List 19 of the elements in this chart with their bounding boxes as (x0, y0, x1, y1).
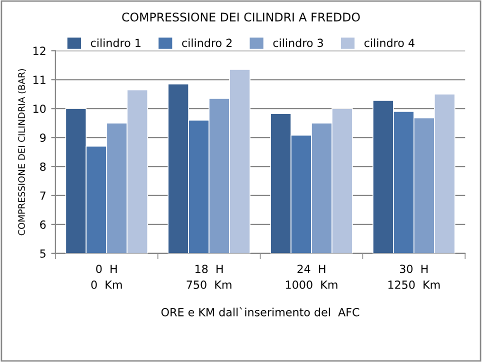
x-tick-label: 24 H 1000 Km (286, 264, 338, 289)
x-tick-label: 30 H 1250 Km (388, 264, 440, 289)
legend-label: cilindro 1 (90, 38, 140, 48)
x-tick-label: 18 H 750 Km (186, 264, 232, 289)
y-tick-label: 10 (33, 104, 46, 113)
y-tick-label: 8 (40, 162, 46, 171)
chart-title: COMPRESSIONE DEI CILINDRI A FREDDO (122, 12, 360, 22)
x-tick-label: 0 H 0 Km (91, 264, 122, 289)
x-axis-title: ORE e KM dall`inserimento del AFC (161, 307, 360, 316)
legend-label: cilindro 3 (273, 38, 323, 48)
legend-label: cilindro 2 (182, 38, 232, 48)
y-tick-label: 6 (40, 220, 46, 229)
y-tick-label: 9 (40, 134, 46, 142)
y-axis-title: COMPRESSIONE DEI CILINDRIA (BAR) (18, 69, 26, 236)
y-tick-label: 12 (33, 46, 46, 55)
legend-label: cilindro 4 (364, 38, 414, 48)
y-tick-label: 7 (40, 192, 46, 200)
y-tick-label: 11 (33, 76, 46, 84)
y-tick-label: 5 (40, 250, 46, 258)
